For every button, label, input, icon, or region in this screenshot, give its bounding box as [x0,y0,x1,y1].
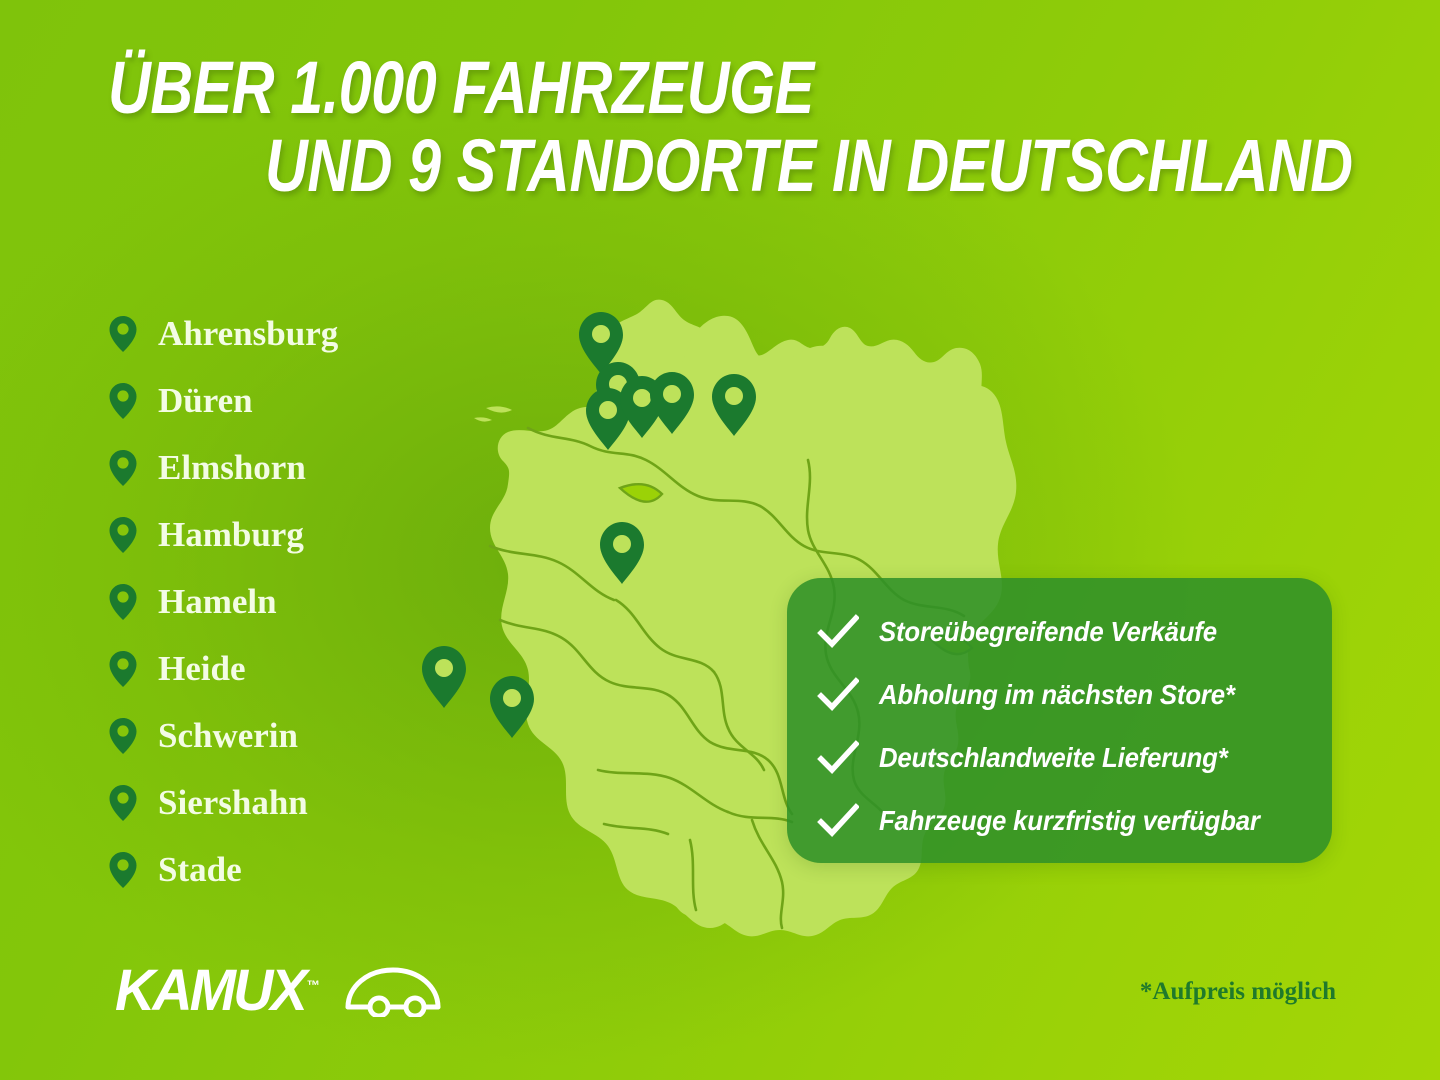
map-pin-icon [108,583,138,621]
map-pin-icon[interactable] [650,372,694,434]
headline-line-2: UND 9 STANDORTE IN DEUTSCHLAND [265,123,1353,207]
feature-label: Abholung im nächsten Store* [879,678,1235,710]
brand-wordmark: KAMUX ™ [115,962,320,1020]
page-title: ÜBER 1.000 FAHRZEUGE UND 9 STANDORTE IN … [0,46,1380,207]
check-icon [817,800,859,842]
feature-label: Deutschlandweite Lieferung* [879,741,1228,773]
footnote: *Aufpreis möglich [1139,978,1336,1005]
list-item-label: Stade [158,850,242,889]
list-item-label: Schwerin [158,716,298,755]
germany-map [390,299,1030,1020]
map-pin-icon [108,851,138,889]
map-pin-icon [108,382,138,420]
map-pin-icon [108,516,138,554]
trademark-symbol: ™ [306,976,321,993]
list-item-label: Hamburg [158,515,304,554]
brand-logo[interactable]: KAMUX ™ [115,962,441,1020]
feature-label: Storeübegreifende Verkäufe [879,615,1217,647]
map-pin-icon[interactable] [579,312,623,374]
car-outline-icon [345,965,441,1017]
map-pin-icon[interactable] [600,522,644,584]
feature-item: Deutschlandweite Lieferung* [817,726,1332,789]
location-list: Ahrensburg Düren Elmshorn Hamburg Hameln [108,300,438,903]
list-item-label: Heide [158,649,246,688]
list-item-label: Elmshorn [158,448,306,487]
map-pin-group [422,312,756,738]
list-item-label: Ahrensburg [158,314,339,353]
feature-item: Fahrzeuge kurzfristig verfügbar [817,789,1332,852]
feature-label: Fahrzeuge kurzfristig verfügbar [879,804,1260,836]
check-icon [817,611,859,653]
map-pin-icon[interactable] [422,646,466,708]
list-item-label: Hameln [158,582,277,621]
list-item[interactable]: Ahrensburg [108,300,438,367]
list-item[interactable]: Hameln [108,568,438,635]
list-item[interactable]: Elmshorn [108,434,438,501]
list-item[interactable]: Düren [108,367,438,434]
list-item[interactable]: Hamburg [108,501,438,568]
list-item[interactable]: Stade [108,836,438,903]
brand-name: KAMUX [115,958,308,1023]
map-pin-icon [108,650,138,688]
list-item[interactable]: Siershahn [108,769,438,836]
map-pin-icon[interactable] [586,388,630,450]
headline-line-1: ÜBER 1.000 FAHRZEUGE [108,46,814,129]
map-pin-icon [108,717,138,755]
features-callout-box: Storeübegreifende Verkäufe Abholung im n… [787,578,1332,863]
map-pin-icon [108,784,138,822]
list-item[interactable]: Heide [108,635,438,702]
check-icon [817,737,859,779]
check-icon [817,674,859,716]
feature-item: Abholung im nächsten Store* [817,663,1332,726]
map-pin-icon[interactable] [712,374,756,436]
map-pin-icon [108,315,138,353]
feature-item: Storeübegreifende Verkäufe [817,600,1332,663]
list-item-label: Siershahn [158,783,308,822]
list-item[interactable]: Schwerin [108,702,438,769]
map-pin-icon[interactable] [490,676,534,738]
list-item-label: Düren [158,381,253,420]
map-pin-icon [108,449,138,487]
